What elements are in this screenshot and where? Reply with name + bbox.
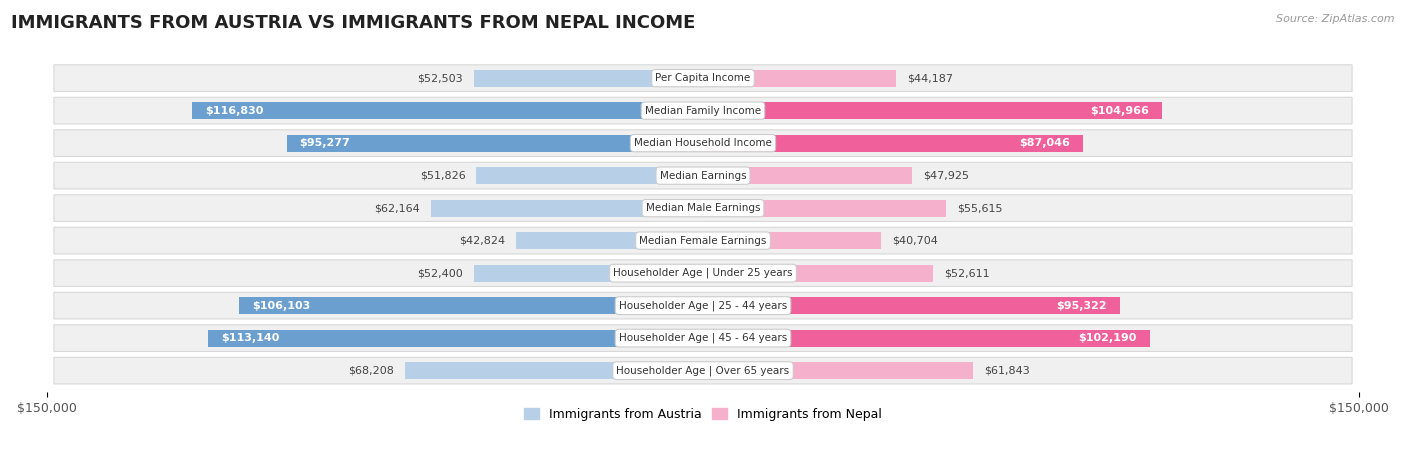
Bar (193, 102, 703, 119)
FancyBboxPatch shape (53, 227, 1353, 254)
Text: $87,046: $87,046 (1019, 138, 1070, 148)
Text: Householder Age | 25 - 44 years: Householder Age | 25 - 44 years (619, 300, 787, 311)
Text: $116,830: $116,830 (205, 106, 264, 116)
Text: IMMIGRANTS FROM AUSTRIA VS IMMIGRANTS FROM NEPAL INCOME: IMMIGRANTS FROM AUSTRIA VS IMMIGRANTS FR… (11, 14, 696, 32)
Text: $106,103: $106,103 (252, 301, 311, 311)
Bar (477, 167, 703, 184)
Bar (703, 362, 973, 379)
Text: Median Household Income: Median Household Income (634, 138, 772, 148)
Bar (703, 167, 912, 184)
Text: Median Male Earnings: Median Male Earnings (645, 203, 761, 213)
Text: $52,611: $52,611 (943, 268, 990, 278)
Bar (703, 102, 1161, 119)
Text: $95,277: $95,277 (299, 138, 350, 148)
Bar (287, 134, 703, 152)
Text: $68,208: $68,208 (349, 366, 394, 375)
Text: $51,826: $51,826 (420, 170, 465, 181)
Text: $61,843: $61,843 (984, 366, 1031, 375)
FancyBboxPatch shape (53, 357, 1353, 384)
Text: $40,704: $40,704 (891, 236, 938, 246)
FancyBboxPatch shape (53, 130, 1353, 156)
FancyBboxPatch shape (53, 195, 1353, 221)
FancyBboxPatch shape (53, 260, 1353, 286)
Text: Median Female Earnings: Median Female Earnings (640, 236, 766, 246)
Text: $52,503: $52,503 (418, 73, 463, 83)
Bar (474, 265, 703, 282)
Bar (703, 200, 946, 217)
Text: Median Earnings: Median Earnings (659, 170, 747, 181)
Text: Householder Age | Under 25 years: Householder Age | Under 25 years (613, 268, 793, 278)
Text: Householder Age | 45 - 64 years: Householder Age | 45 - 64 years (619, 333, 787, 343)
Legend: Immigrants from Austria, Immigrants from Nepal: Immigrants from Austria, Immigrants from… (519, 403, 887, 425)
Bar (239, 297, 703, 314)
Text: Median Family Income: Median Family Income (645, 106, 761, 116)
Text: $62,164: $62,164 (374, 203, 420, 213)
Bar (703, 232, 882, 249)
Bar (703, 297, 1119, 314)
Bar (703, 265, 934, 282)
Text: $42,824: $42,824 (458, 236, 505, 246)
Text: Source: ZipAtlas.com: Source: ZipAtlas.com (1277, 14, 1395, 24)
Bar (703, 70, 896, 86)
Text: $95,322: $95,322 (1056, 301, 1107, 311)
Bar (208, 330, 703, 347)
FancyBboxPatch shape (53, 163, 1353, 189)
Text: $104,966: $104,966 (1090, 106, 1149, 116)
Bar (432, 200, 703, 217)
Text: $47,925: $47,925 (924, 170, 969, 181)
FancyBboxPatch shape (53, 325, 1353, 352)
Bar (703, 330, 1150, 347)
Text: $44,187: $44,187 (907, 73, 953, 83)
Bar (516, 232, 703, 249)
Text: $52,400: $52,400 (418, 268, 463, 278)
FancyBboxPatch shape (53, 65, 1353, 92)
Text: $113,140: $113,140 (222, 333, 280, 343)
Text: Per Capita Income: Per Capita Income (655, 73, 751, 83)
FancyBboxPatch shape (53, 292, 1353, 319)
Bar (703, 134, 1084, 152)
Text: $55,615: $55,615 (957, 203, 1002, 213)
Bar (474, 70, 703, 86)
Bar (405, 362, 703, 379)
FancyBboxPatch shape (53, 97, 1353, 124)
Text: $102,190: $102,190 (1078, 333, 1136, 343)
Text: Householder Age | Over 65 years: Householder Age | Over 65 years (616, 365, 790, 376)
